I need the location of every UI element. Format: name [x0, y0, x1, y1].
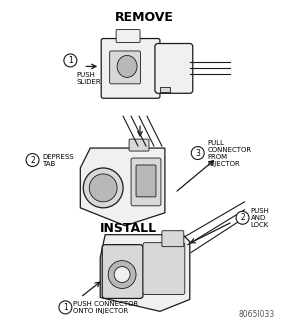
Polygon shape: [100, 235, 190, 311]
Text: INSTALL: INSTALL: [99, 222, 157, 235]
Polygon shape: [80, 148, 165, 226]
Text: 1: 1: [68, 56, 73, 65]
FancyBboxPatch shape: [136, 165, 156, 197]
Circle shape: [59, 301, 72, 314]
Text: PUSH
SLIDER: PUSH SLIDER: [76, 72, 101, 85]
Text: PUSH
AND
LOCK: PUSH AND LOCK: [251, 208, 269, 228]
Text: REMOVE: REMOVE: [114, 11, 173, 24]
Circle shape: [191, 146, 204, 160]
Text: 2: 2: [240, 213, 245, 222]
Text: DEPRESS
TAB: DEPRESS TAB: [42, 153, 74, 166]
FancyBboxPatch shape: [110, 51, 140, 84]
Circle shape: [89, 174, 117, 202]
Text: PUSH CONNECTOR
ONTO INJECTOR: PUSH CONNECTOR ONTO INJECTOR: [73, 301, 139, 314]
FancyBboxPatch shape: [129, 139, 149, 151]
Text: 3: 3: [195, 148, 200, 158]
Text: PULL
CONNECTOR
FROM
INJECTOR: PULL CONNECTOR FROM INJECTOR: [208, 140, 252, 166]
FancyBboxPatch shape: [143, 243, 185, 294]
Text: 8065I033: 8065I033: [238, 310, 274, 319]
FancyBboxPatch shape: [131, 158, 161, 206]
Circle shape: [26, 154, 39, 166]
FancyBboxPatch shape: [116, 29, 140, 43]
Bar: [160, 87, 170, 92]
Circle shape: [108, 261, 136, 288]
FancyBboxPatch shape: [162, 231, 184, 247]
Circle shape: [83, 168, 123, 208]
FancyBboxPatch shape: [101, 39, 160, 98]
Circle shape: [236, 211, 249, 224]
FancyBboxPatch shape: [155, 43, 193, 93]
Text: 2: 2: [30, 156, 35, 164]
Ellipse shape: [117, 56, 137, 77]
Circle shape: [114, 267, 130, 283]
Circle shape: [64, 54, 77, 67]
Text: 1: 1: [63, 303, 68, 312]
FancyBboxPatch shape: [102, 245, 143, 299]
